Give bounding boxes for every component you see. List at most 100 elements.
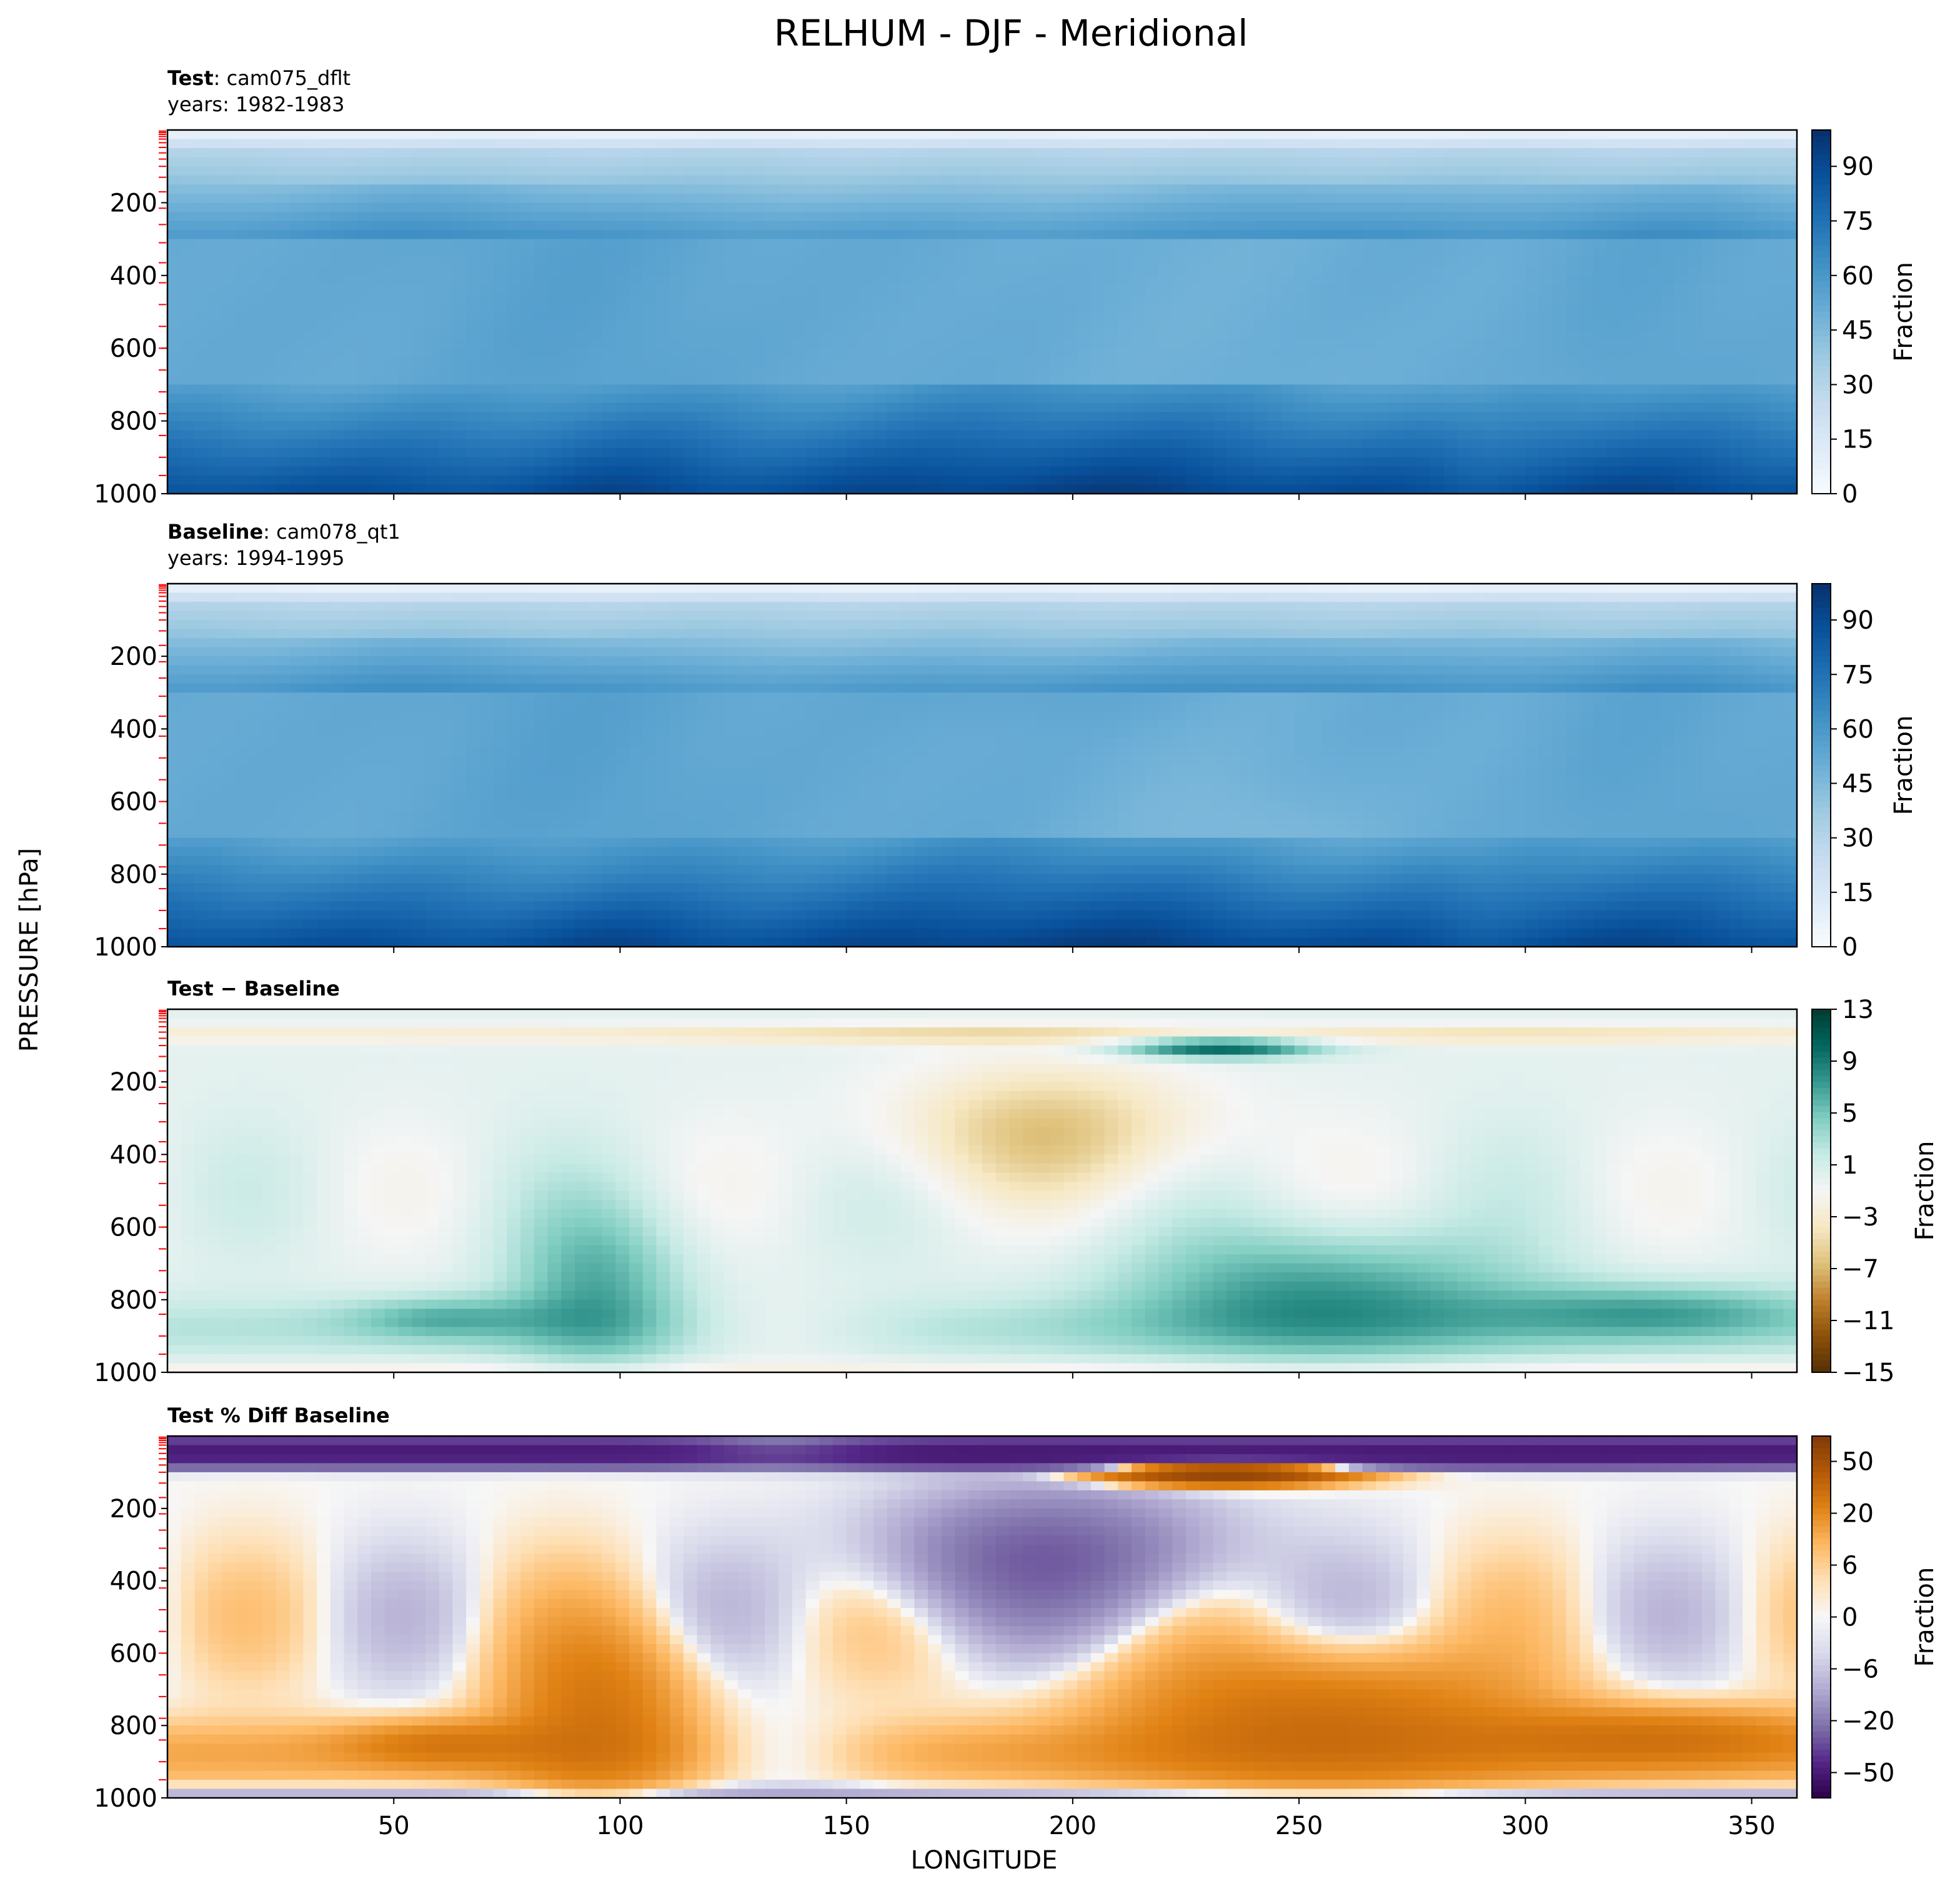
heatmap-cell — [1552, 175, 1567, 186]
heatmap-cell — [1267, 266, 1281, 276]
heatmap-cell — [914, 202, 928, 212]
heatmap-cell — [751, 339, 766, 349]
heatmap-cell — [1132, 284, 1146, 294]
heatmap-cell — [398, 330, 412, 340]
heatmap-cell — [1376, 175, 1390, 186]
heatmap-cell — [710, 166, 725, 176]
heatmap-cell — [1620, 402, 1634, 412]
heatmap-cell — [588, 339, 603, 349]
heatmap-cell — [629, 275, 644, 286]
heatmap-cell — [941, 166, 956, 176]
heatmap-cell — [1077, 430, 1092, 440]
heatmap-cell — [317, 466, 331, 476]
heatmap-cell — [1485, 348, 1499, 358]
heatmap-cell — [1090, 139, 1105, 149]
heatmap-cell — [779, 412, 793, 422]
heatmap-cell — [1756, 439, 1771, 449]
heatmap-cell — [1485, 412, 1499, 422]
heatmap-cell — [982, 130, 997, 140]
heatmap-cell — [900, 475, 915, 486]
heatmap-cell — [670, 211, 684, 222]
heatmap-cell — [765, 584, 779, 594]
heatmap-cell — [439, 384, 454, 394]
heatmap-cell — [765, 375, 779, 386]
heatmap-cell — [412, 421, 426, 431]
heatmap-cell — [995, 293, 1010, 304]
heatmap-cell — [479, 230, 494, 240]
colorbar-segment — [1812, 348, 1831, 355]
heatmap-cell — [1525, 166, 1540, 176]
heatmap-cell — [493, 157, 508, 167]
heatmap-cell — [262, 312, 277, 322]
heatmap-cell — [1729, 284, 1743, 294]
heatmap-cell — [914, 466, 928, 476]
heatmap-cell — [317, 402, 331, 412]
heatmap-cell — [466, 175, 480, 186]
heatmap-cell — [1511, 439, 1526, 449]
heatmap-cell — [181, 202, 196, 212]
heatmap-cell — [398, 139, 412, 149]
heatmap-cell — [1294, 202, 1309, 212]
heatmap-cell — [1593, 375, 1608, 386]
heatmap-cell — [1743, 230, 1757, 240]
heatmap-cell — [1240, 402, 1255, 412]
heatmap-cell — [1390, 175, 1404, 186]
heatmap-cell — [1539, 348, 1553, 358]
heatmap-cell — [1104, 475, 1119, 486]
heatmap-cell — [968, 211, 983, 222]
heatmap-cell — [1023, 375, 1037, 386]
heatmap-cell — [1132, 393, 1146, 404]
heatmap-cell — [1661, 175, 1676, 186]
heatmap-cell — [357, 257, 372, 267]
heatmap-cell — [1226, 357, 1241, 367]
heatmap-cell — [656, 357, 670, 367]
heatmap-cell — [330, 230, 345, 240]
heatmap-cell — [249, 157, 263, 167]
heatmap-cell — [534, 175, 549, 186]
heatmap-cell — [683, 439, 698, 449]
heatmap-cell — [629, 239, 644, 249]
heatmap-cell — [724, 239, 739, 249]
heatmap-cell — [1321, 402, 1336, 412]
heatmap-cell — [575, 366, 589, 376]
heatmap-cell — [575, 139, 589, 149]
heatmap-cell — [479, 457, 494, 467]
heatmap-cell — [968, 166, 983, 176]
heatmap-cell — [1661, 357, 1676, 367]
heatmap-cell — [1783, 430, 1798, 440]
heatmap-cell — [846, 248, 861, 258]
heatmap-cell — [235, 148, 250, 158]
heatmap-cell — [1539, 239, 1553, 249]
heatmap-cell — [982, 202, 997, 212]
heatmap-cell — [1783, 457, 1798, 467]
heatmap-cell — [371, 302, 386, 312]
heatmap-cell — [1036, 584, 1051, 594]
heatmap-cell — [1281, 302, 1295, 312]
heatmap-cell — [968, 366, 983, 376]
colorbar-segment — [1812, 366, 1831, 373]
heatmap-cell — [1009, 221, 1023, 231]
heatmap-cell — [832, 402, 847, 412]
heatmap-cell — [683, 293, 698, 304]
heatmap-cell — [779, 430, 793, 440]
heatmap-cell — [683, 357, 698, 367]
heatmap-cell — [1552, 302, 1567, 312]
heatmap-cell — [1769, 448, 1784, 458]
heatmap-cell — [1471, 184, 1485, 194]
heatmap-cell — [547, 357, 562, 367]
heatmap-cell — [779, 366, 793, 376]
heatmap-cell — [1118, 466, 1132, 476]
heatmap-cell — [1525, 284, 1540, 294]
heatmap-cell — [317, 239, 331, 249]
heatmap-cell — [1688, 384, 1703, 394]
heatmap-cell — [1457, 357, 1472, 367]
heatmap-cell — [1308, 430, 1323, 440]
heatmap-cell — [751, 275, 766, 286]
heatmap-cell — [1620, 339, 1634, 349]
heatmap-cell — [615, 366, 630, 376]
heatmap-cell — [167, 284, 182, 294]
heatmap-cell — [1294, 384, 1309, 394]
heatmap-cell — [1145, 475, 1160, 486]
heatmap-cell — [1620, 375, 1634, 386]
heatmap-cell — [1226, 211, 1241, 222]
